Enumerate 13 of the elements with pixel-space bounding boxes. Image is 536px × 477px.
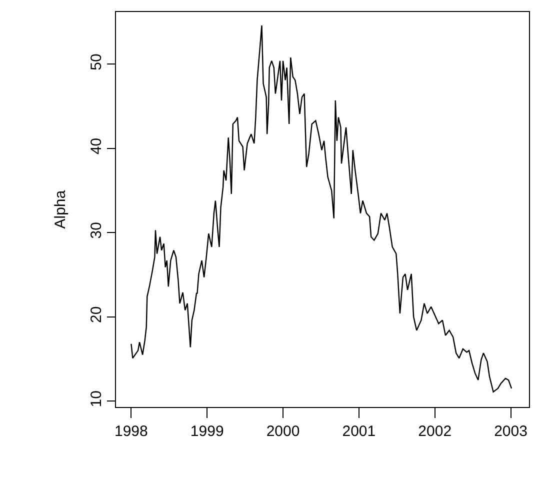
line-series (130, 24, 512, 392)
x-tick-label: 2002 (418, 423, 452, 440)
x-tick-label: 2003 (494, 423, 528, 440)
y-axis-title: Alpha (52, 190, 70, 229)
x-tick-label: 2001 (342, 423, 376, 440)
y-tick-label: 10 (88, 390, 105, 408)
x-tick-label: 1998 (114, 423, 148, 440)
x-tick-label: 2000 (266, 423, 300, 440)
y-tick-label: 50 (88, 54, 105, 70)
y-tick-label: 20 (88, 306, 105, 323)
y-tick-label: 30 (88, 222, 105, 239)
x-tick-label: 1999 (190, 423, 224, 440)
y-tick-label: 40 (88, 138, 105, 155)
